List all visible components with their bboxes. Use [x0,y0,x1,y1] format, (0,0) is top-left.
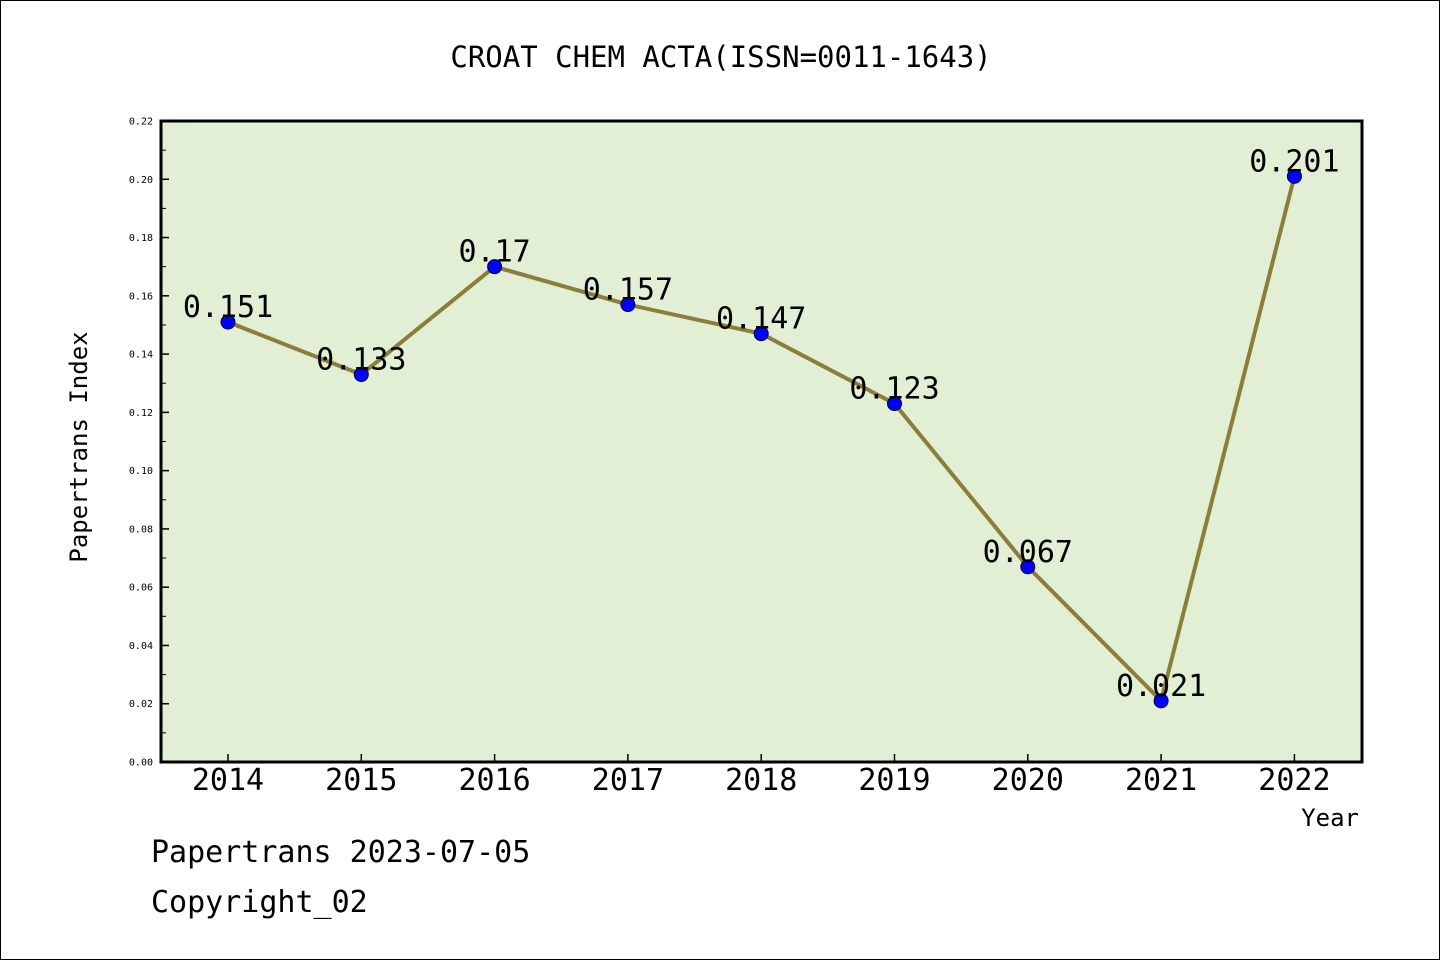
data-point [753,326,769,342]
footer-copyright: Copyright_02 [151,885,368,920]
y-tick-label: 0.14 [129,350,153,361]
x-tick-label: 2018 [725,763,797,798]
data-point [487,259,503,275]
y-tick-label: 0.02 [129,699,153,710]
x-axis: 2014 2015 2016 2017 2018 2019 2020 2021 2022 [192,754,1331,798]
footer-date: Papertrans 2023-07-05 [151,835,531,870]
y-tick-label: 0.16 [129,291,153,302]
x-tick-label: 2021 [1125,763,1197,798]
data-label: 0.157 [583,273,673,308]
y-tick-label: 0.20 [129,175,153,186]
chart-title: CROAT CHEM ACTA(ISSN=0011-1643) [450,40,991,74]
data-labels: 0.151 0.133 0.17 0.157 0.147 0.123 0.067 0.021 0… [183,144,1340,703]
data-label: 0.133 [316,342,406,377]
x-tick-label: 2019 [858,763,930,798]
x-tick-label: 2020 [992,763,1064,798]
data-point [620,297,636,313]
y-tick-label: 0.06 [129,583,153,594]
y-tick-label: 0.08 [129,524,153,535]
data-point [220,314,236,330]
x-tick-label: 2015 [325,763,397,798]
y-tick-label: 0.00 [129,758,153,769]
plot-area [161,121,1362,762]
data-label: 0.021 [1116,669,1206,704]
data-point [1153,693,1169,709]
x-tick-label: 2014 [192,763,264,798]
x-axis-label: Year [1301,804,1359,832]
y-axis-label: Papertrans Index [65,331,93,562]
data-label: 0.123 [849,372,939,407]
x-tick-label: 2022 [1258,763,1330,798]
y-axis: 0.00 0.02 0.04 0.06 0.08 0.10 0.12 0.14 0.16 0.18… [129,117,169,769]
data-label: 0.151 [183,290,273,325]
plot-border [159,119,1364,764]
data-point [1020,559,1036,575]
series-markers [220,168,1302,709]
data-point [1286,168,1302,184]
data-label: 0.201 [1249,144,1339,179]
y-tick-label: 0.12 [129,408,153,419]
data-point [353,366,369,382]
data-point [887,396,902,412]
x-tick-label: 2017 [592,763,664,798]
y-tick-label: 0.10 [129,466,153,477]
x-tick-label: 2016 [458,763,530,798]
data-label: 0.147 [716,302,806,337]
data-label: 0.067 [983,535,1073,570]
y-tick-label: 0.18 [129,233,153,244]
y-tick-label: 0.04 [129,641,153,652]
data-label: 0.17 [458,235,530,270]
y-tick-label: 0.22 [129,117,153,128]
